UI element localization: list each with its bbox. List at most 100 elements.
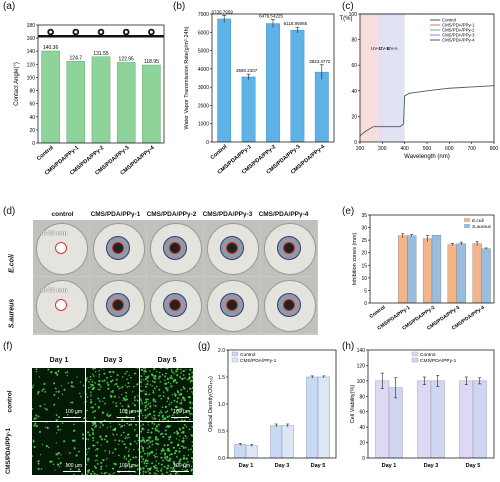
cell-dot — [190, 465, 193, 468]
cell-dot — [164, 379, 166, 382]
cell-dot — [178, 393, 181, 396]
cell-dot — [137, 415, 139, 417]
y-tick-label: 120 — [27, 62, 36, 68]
cell-dot — [170, 408, 173, 411]
cell-dot — [161, 472, 164, 475]
x-tick-label: Control — [369, 304, 388, 319]
cell-dot — [173, 392, 176, 395]
cell-dot — [146, 415, 148, 417]
x-tick-label: Day 3 — [275, 463, 290, 469]
cell-dot — [96, 447, 99, 451]
cell-dot — [100, 368, 103, 369]
cell-dot — [100, 386, 102, 388]
y-tick-label: 20 — [351, 114, 357, 120]
cell-dot — [140, 467, 142, 470]
cell-dot — [184, 466, 187, 469]
cell-dot — [105, 434, 108, 438]
cell-dot — [56, 425, 59, 428]
cell-dot — [167, 419, 170, 421]
cell-dot — [57, 415, 60, 418]
cell-dot — [168, 450, 171, 452]
cell-dot — [183, 423, 186, 426]
cell-dot — [107, 387, 110, 390]
cell-dot — [164, 375, 167, 378]
cell-dot — [161, 373, 164, 376]
cell-dot — [136, 464, 139, 467]
cell-dot — [189, 387, 192, 390]
cell-dot — [79, 381, 82, 383]
cell-dot — [173, 452, 177, 455]
cell-dot — [145, 383, 147, 385]
y-tick-label: 60 — [351, 63, 357, 69]
cell-dot — [140, 400, 143, 402]
cell-dot — [106, 471, 108, 474]
cell-dot — [178, 460, 181, 463]
x-tick-label: 300 — [378, 146, 387, 152]
cell-dot — [143, 428, 145, 431]
cell-dot — [126, 422, 129, 425]
cell-dot — [153, 417, 157, 420]
cell-dot — [185, 462, 187, 464]
scale-bar-label: 100 µm — [119, 409, 136, 415]
scale-bar — [171, 471, 189, 472]
cell-dot — [90, 427, 93, 430]
cell-dot — [32, 407, 34, 410]
x-axis-title: Wavelength (nm) — [404, 154, 449, 160]
cell-dot — [174, 418, 176, 420]
cell-dot — [187, 454, 189, 456]
fluorescence-image: 100 µm — [140, 422, 193, 475]
cell-dot — [188, 410, 190, 412]
photo-col-label-ppy1: CMS/PDA/PPy-1 — [90, 211, 141, 218]
cell-dot — [182, 370, 185, 373]
cell-dot — [178, 439, 180, 441]
cell-dot — [68, 452, 71, 455]
cell-dot — [91, 470, 94, 473]
cell-dot — [87, 431, 90, 434]
cell-dot — [112, 451, 114, 454]
legend-label: Control — [240, 352, 255, 358]
cell-dot — [179, 458, 182, 461]
cell-dot — [52, 463, 55, 466]
cell-dot — [87, 387, 90, 389]
panel-label-f: (f) — [3, 341, 13, 352]
cell-dot — [149, 467, 152, 470]
cell-dot — [141, 439, 144, 442]
cell-dot — [169, 436, 172, 439]
photo-row-label-saureus: S.aureus — [8, 298, 16, 329]
cell-dot — [167, 444, 169, 446]
cell-dot — [40, 468, 43, 470]
dish-cell — [204, 220, 260, 276]
cell-dot — [69, 468, 72, 471]
cell-dot — [94, 444, 96, 447]
cell-dot — [87, 469, 90, 473]
cell-dot — [155, 436, 158, 439]
y-tick-label: 0.5 — [218, 429, 225, 435]
cell-dot — [122, 397, 126, 400]
cell-dot — [123, 443, 125, 445]
cell-dot — [169, 473, 172, 475]
cell-dot — [78, 450, 80, 453]
cell-dot — [155, 442, 157, 445]
cell-dot — [90, 406, 92, 409]
cell-dot — [121, 418, 124, 421]
sample-disc — [283, 299, 295, 311]
cell-dot — [176, 432, 179, 435]
cell-dot — [103, 438, 106, 441]
cell-dot — [34, 422, 37, 425]
cell-dot — [99, 426, 101, 429]
cell-dot — [167, 381, 170, 384]
cell-dot — [167, 467, 170, 469]
cell-dot — [66, 374, 68, 377]
cell-dots — [140, 422, 193, 475]
cell-dot — [108, 452, 111, 454]
cell-dot — [188, 428, 191, 431]
cell-dot — [42, 388, 45, 391]
cell-dot — [136, 383, 139, 386]
x-tick-label: 700 — [467, 146, 476, 152]
petri-dish — [150, 223, 202, 275]
cell-dot — [140, 409, 142, 413]
panel-label-e: (e) — [342, 206, 355, 217]
y-tick-label: 0.0 — [218, 456, 225, 462]
y-tick-label: 5000 — [198, 49, 209, 55]
cell-dot — [76, 376, 78, 378]
